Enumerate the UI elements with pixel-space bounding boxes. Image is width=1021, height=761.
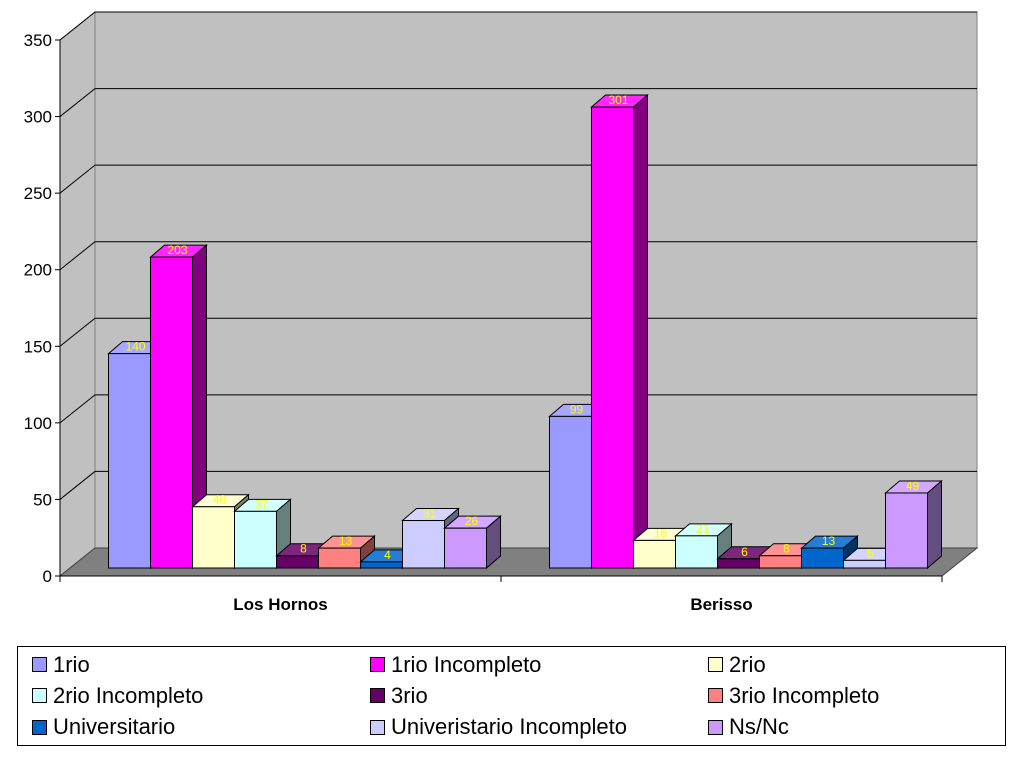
bar-side — [633, 93, 648, 570]
legend-swatch — [32, 719, 47, 735]
data-label: 31 — [423, 507, 437, 521]
bar-front — [675, 535, 718, 569]
bar-front — [801, 547, 844, 569]
data-label: 203 — [167, 243, 187, 257]
legend-swatch — [708, 657, 723, 673]
y-tick-label: 100 — [24, 414, 52, 433]
bar-front — [234, 510, 277, 569]
legend-swatch — [370, 657, 385, 673]
side-wall — [59, 10, 96, 578]
bar — [884, 479, 943, 570]
bar-front — [885, 492, 928, 569]
bar-side — [927, 479, 942, 570]
data-label: 4 — [384, 548, 391, 562]
category-label: Berisso — [690, 595, 752, 614]
bar-front — [759, 555, 802, 569]
legend-label: Universitario — [53, 714, 176, 740]
bar-front — [633, 539, 676, 569]
y-tick-label: 350 — [24, 31, 52, 50]
data-label: 40 — [213, 493, 227, 507]
legend-item: Universitario — [32, 712, 370, 743]
legend-item: Univeristario Incompleto — [370, 712, 708, 743]
gridline — [59, 88, 977, 117]
legend-label: 1rio Incompleto — [391, 651, 542, 677]
data-label: 5 — [867, 546, 874, 560]
legend-swatch — [370, 688, 385, 704]
bar-front — [360, 561, 403, 569]
data-label: 21 — [696, 522, 710, 536]
bar — [590, 93, 649, 570]
legend-label: 2rio — [729, 651, 766, 677]
legend-label: Univeristario Incompleto — [391, 714, 627, 740]
data-label: 18 — [654, 526, 668, 540]
y-tick-label: 0 — [43, 567, 52, 586]
bar-front — [717, 558, 760, 569]
gridline — [59, 164, 977, 194]
back-wall — [94, 11, 978, 549]
bar-front — [843, 559, 886, 569]
legend-swatch — [32, 657, 47, 673]
bar-front — [402, 520, 445, 569]
legend-item: 1rio Incompleto — [370, 649, 708, 680]
category-label: Los Hornos — [233, 595, 327, 614]
data-label: 37 — [255, 497, 269, 511]
legend-label: 2rio Incompleto — [53, 682, 204, 708]
gridline — [59, 470, 977, 500]
bar-front — [150, 256, 193, 569]
data-label: 301 — [608, 93, 628, 107]
data-label: 140 — [125, 340, 145, 354]
bar-front — [591, 106, 634, 569]
bar-front — [318, 547, 361, 569]
bar — [149, 244, 208, 570]
bar — [233, 498, 292, 570]
legend-item: 3rio — [370, 680, 708, 711]
data-label: 8 — [300, 542, 307, 556]
legend-label: Ns/Nc — [729, 714, 789, 740]
bar-front — [276, 555, 319, 569]
gridline — [59, 241, 977, 271]
bar-front — [192, 506, 235, 569]
legend: 1rio 1rio Incompleto 2rio 2rio Incompleto 3r… — [17, 646, 1006, 746]
legend-label: 3rio — [391, 682, 428, 708]
legend-label: 1rio — [53, 651, 90, 677]
data-label: 99 — [570, 402, 584, 416]
legend-swatch — [708, 719, 723, 735]
bar-front — [444, 527, 487, 569]
gridline — [59, 11, 977, 41]
legend-label: 3rio Incompleto — [729, 682, 880, 708]
y-tick-label: 300 — [24, 108, 52, 127]
legend-item: 3rio Incompleto — [708, 680, 1005, 711]
y-tick-label: 50 — [33, 490, 52, 509]
data-label: 26 — [465, 514, 479, 528]
data-label: 13 — [822, 534, 836, 548]
legend-item: Ns/Nc — [708, 712, 1005, 743]
y-tick-label: 200 — [24, 261, 52, 280]
data-label: 6 — [741, 545, 748, 559]
legend-swatch — [708, 688, 723, 704]
y-tick-label: 250 — [24, 184, 52, 203]
gridline — [59, 317, 977, 347]
data-label: 13 — [339, 534, 353, 548]
data-label: 8 — [783, 542, 790, 556]
legend-swatch — [370, 719, 385, 735]
bar-front — [549, 415, 592, 569]
legend-item: 2rio Incompleto — [32, 680, 370, 711]
legend-swatch — [32, 688, 47, 704]
bar — [443, 515, 502, 570]
data-label: 49 — [906, 479, 920, 493]
legend-item: 2rio — [708, 649, 1005, 680]
y-tick-label: 150 — [24, 337, 52, 356]
chart: 140 203 40 37 8 13 4 31 26 99 301 18 21 6 8 13 5 49 0 50 10… — [24, 10, 979, 614]
legend-item: 1rio — [32, 649, 370, 680]
gridline — [59, 394, 977, 424]
bar-front — [108, 353, 151, 569]
